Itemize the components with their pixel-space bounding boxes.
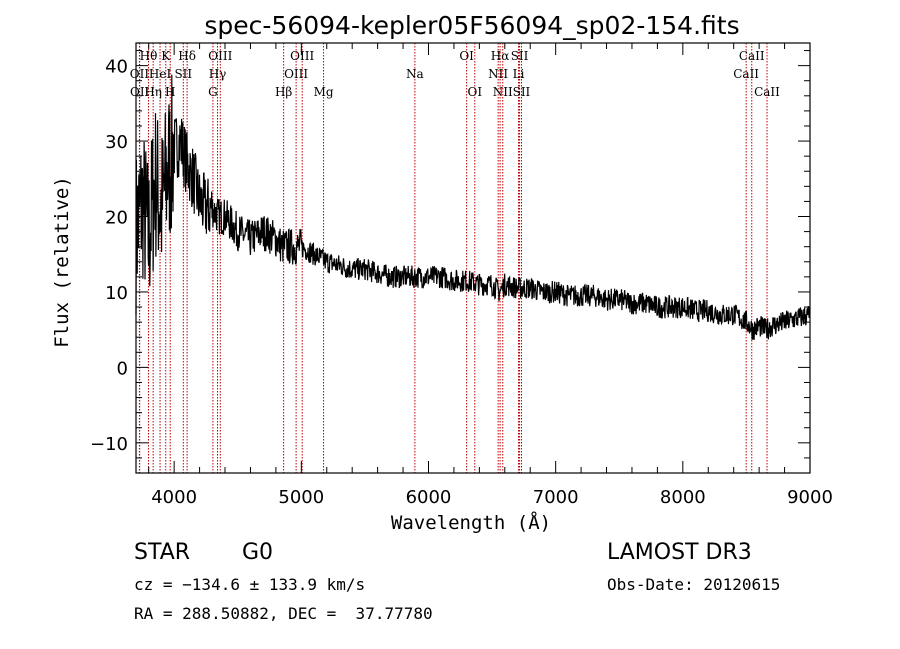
- y-tick-label: 30: [105, 132, 128, 153]
- y-axis-label: Flux (relative): [51, 176, 73, 348]
- spectral-line-label: CaII: [739, 49, 765, 63]
- y-tick-label: 0: [117, 358, 128, 379]
- x-tick-label: 5000: [278, 487, 324, 508]
- x-tick-label: 9000: [787, 487, 833, 508]
- spectral-line-label: SII: [513, 85, 531, 99]
- y-tick-label: −10: [90, 434, 128, 455]
- spectrum-line: [135, 74, 811, 340]
- spectral-line-label: OI: [459, 49, 474, 63]
- spectral-line-label: OIII: [208, 49, 232, 63]
- x-tick-label: 6000: [406, 487, 452, 508]
- spectral-line-label: Hδ: [178, 49, 196, 63]
- chart-title: spec-56094-kepler05F56094_sp02-154.fits: [204, 11, 739, 40]
- survey-name: LAMOST DR3: [607, 540, 752, 565]
- observation-date: Obs-Date: 20120615: [607, 575, 781, 594]
- spectral-line-label: OIII: [290, 49, 314, 63]
- spectral-line-label: OII: [130, 67, 150, 81]
- spectral-line-label: CaII: [754, 85, 780, 99]
- spectral-line-label: H: [165, 85, 175, 99]
- coordinates-readout: RA = 288.50882, DEC = 37.77780: [134, 604, 433, 623]
- object-subclass: G0: [242, 540, 274, 565]
- spectral-line-label: NII: [493, 85, 513, 99]
- object-class: STAR: [134, 540, 191, 565]
- spectral-line-label: Hη: [144, 85, 162, 99]
- spectral-lines-layer: [138, 43, 768, 473]
- spectral-line-label: OII: [130, 85, 150, 99]
- spectral-line-label: Li: [513, 67, 525, 81]
- spectral-line-label: Hθ: [140, 49, 158, 63]
- redshift-readout: cz = −134.6 ± 133.9 km/s: [134, 575, 366, 594]
- y-tick-label: 40: [105, 57, 128, 78]
- axis-ticks: 4000 5000 6000 7000 8000 9000 −10 0 10 20 30 40: [90, 43, 833, 508]
- plot-frame: [135, 42, 811, 474]
- y-tick-label: 20: [105, 208, 128, 229]
- spectral-line-label: SII: [174, 67, 192, 81]
- spectral-line-label: HeI: [149, 67, 172, 81]
- x-tick-label: 7000: [533, 487, 579, 508]
- y-tick-label: 10: [105, 283, 128, 304]
- spectral-line-label: Hα: [491, 49, 510, 63]
- spectral-line-label: SII: [511, 49, 529, 63]
- spectral-line-label: Na: [406, 67, 424, 81]
- spectral-line-label: NII: [488, 67, 508, 81]
- spectral-line-label: G: [208, 85, 218, 99]
- spectral-line-label: Hβ: [275, 85, 292, 99]
- spectral-line-label: OI: [467, 85, 482, 99]
- x-tick-label: 8000: [660, 487, 706, 508]
- spectral-line-label: K: [161, 49, 171, 63]
- spectral-line-label: OIII: [284, 67, 308, 81]
- spectral-line-label: CaII: [733, 67, 759, 81]
- x-tick-label: 4000: [151, 487, 197, 508]
- x-axis-label: Wavelength (Å): [391, 511, 551, 534]
- spectral-line-label: Mg: [314, 85, 334, 99]
- spectral-line-label: Hγ: [209, 67, 227, 81]
